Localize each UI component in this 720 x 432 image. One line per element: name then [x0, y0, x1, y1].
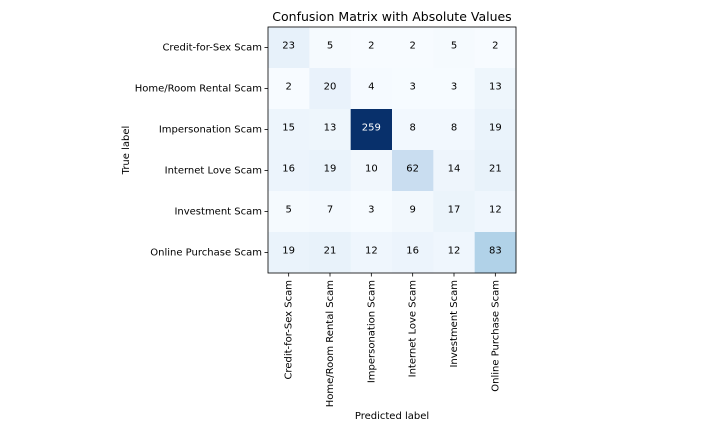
x-tick-label: Credit-for-Sex Scam [284, 280, 295, 380]
heatmap-cell [392, 68, 434, 110]
heatmap-cell [474, 232, 517, 274]
cell-value-label: 3 [451, 82, 457, 93]
heatmap-cell [309, 191, 352, 233]
cell-value-label: 5 [327, 41, 333, 52]
heatmap-cell [474, 150, 517, 192]
x-tick-label: Home/Room Rental Scam [325, 280, 336, 407]
x-tick-labels: Credit-for-Sex Scam Home/Room Rental Scam… [284, 273, 501, 407]
cell-value-label: 20 [324, 82, 337, 93]
heatmap-cell [268, 68, 310, 110]
cell-value-label: 10 [365, 164, 378, 175]
cell-value-label: 5 [451, 41, 457, 52]
heatmap-cell [433, 27, 476, 69]
heatmap-cell [474, 191, 517, 233]
cell-value-label: 12 [365, 246, 378, 257]
heatmap-cell [309, 150, 352, 192]
cell-value-label: 13 [489, 82, 502, 93]
cell-value-label: 8 [451, 123, 457, 134]
x-tick-label: Impersonation Scam [366, 280, 377, 383]
y-axis-label: True label [121, 126, 132, 176]
y-tick-label: Internet Love Scam [165, 166, 262, 177]
heatmap-cell [309, 232, 352, 274]
cell-value-label: 21 [324, 246, 337, 257]
cell-value-label: 8 [409, 123, 415, 134]
cell-value-label: 12 [489, 205, 502, 216]
heatmap-cell [268, 27, 310, 69]
heatmap-cell [268, 150, 310, 192]
cell-value-label: 62 [406, 164, 419, 175]
x-axis-label: Predicted label [355, 411, 429, 422]
cell-value-label: 3 [409, 82, 415, 93]
heatmap-cell [433, 150, 476, 192]
cell-value-label: 2 [492, 41, 498, 52]
y-tick-label: Credit-for-Sex Scam [162, 43, 262, 54]
chart-title: Confusion Matrix with Absolute Values [272, 9, 511, 24]
heatmap-cell [268, 109, 310, 151]
y-tick-label: Impersonation Scam [159, 125, 262, 136]
x-tick-label: Internet Love Scam [408, 280, 419, 377]
heatmap-cell [309, 109, 352, 151]
heatmap-cell [474, 109, 517, 151]
cell-value-label: 19 [489, 123, 502, 134]
heatmap-cells [268, 27, 517, 274]
cell-value-label: 13 [324, 123, 337, 134]
heatmap-cell [309, 27, 352, 69]
cell-value-label: 259 [362, 123, 381, 134]
cell-value-label: 21 [489, 164, 502, 175]
heatmap-cell [392, 27, 434, 69]
cell-value-label: 7 [327, 205, 333, 216]
heatmap-cell [433, 68, 476, 110]
heatmap-cell [474, 27, 517, 69]
cell-value-label: 17 [448, 205, 461, 216]
heatmap-cell [268, 191, 310, 233]
y-tick-label: Home/Room Rental Scam [135, 84, 262, 95]
cell-value-label: 5 [285, 205, 291, 216]
heatmap-cell [309, 68, 352, 110]
cell-value-label: 2 [368, 41, 374, 52]
heatmap-cell [392, 109, 434, 151]
cell-value-label: 2 [409, 41, 415, 52]
x-tick-label: Investment Scam [449, 280, 460, 368]
y-tick-label: Online Purchase Scam [150, 248, 262, 259]
cell-value-label: 16 [406, 246, 419, 257]
cell-value-label: 12 [448, 246, 461, 257]
cell-value-label: 14 [448, 164, 461, 175]
cell-value-label: 9 [409, 205, 415, 216]
heatmap-value-labels: 23 5 2 2 5 2 2 20 4 3 3 13 15 13 259 8 8 19 16 19 10 62 14 21 5 7… [282, 41, 501, 257]
cell-value-label: 4 [368, 82, 374, 93]
heatmap-cell [474, 68, 517, 110]
heatmap-cell [350, 109, 393, 151]
heatmap-cell [433, 191, 476, 233]
heatmap-cell [433, 232, 476, 274]
heatmap-cell [392, 191, 434, 233]
cell-value-label: 15 [282, 123, 295, 134]
cell-value-label: 83 [489, 246, 502, 257]
cell-value-label: 16 [282, 164, 295, 175]
heatmap-cell [433, 109, 476, 151]
heatmap-cell [350, 232, 393, 274]
plot-frame [267, 26, 517, 274]
heatmap-cell [392, 232, 434, 274]
y-tick-labels: Credit-for-Sex Scam Home/Room Rental Scam… [135, 43, 268, 259]
cell-value-label: 19 [324, 164, 337, 175]
heatmap-cell [350, 27, 393, 69]
heatmap-cell [350, 68, 393, 110]
cell-value-label: 23 [282, 41, 295, 52]
heatmap-cell [268, 232, 310, 274]
y-tick-label: Investment Scam [174, 207, 262, 218]
cell-value-label: 2 [285, 82, 291, 93]
heatmap-cell [350, 191, 393, 233]
cell-value-label: 3 [368, 205, 374, 216]
x-tick-label: Online Purchase Scam [490, 280, 501, 392]
heatmap-cell [350, 150, 393, 192]
heatmap-cell [392, 150, 434, 192]
cell-value-label: 19 [282, 246, 295, 257]
